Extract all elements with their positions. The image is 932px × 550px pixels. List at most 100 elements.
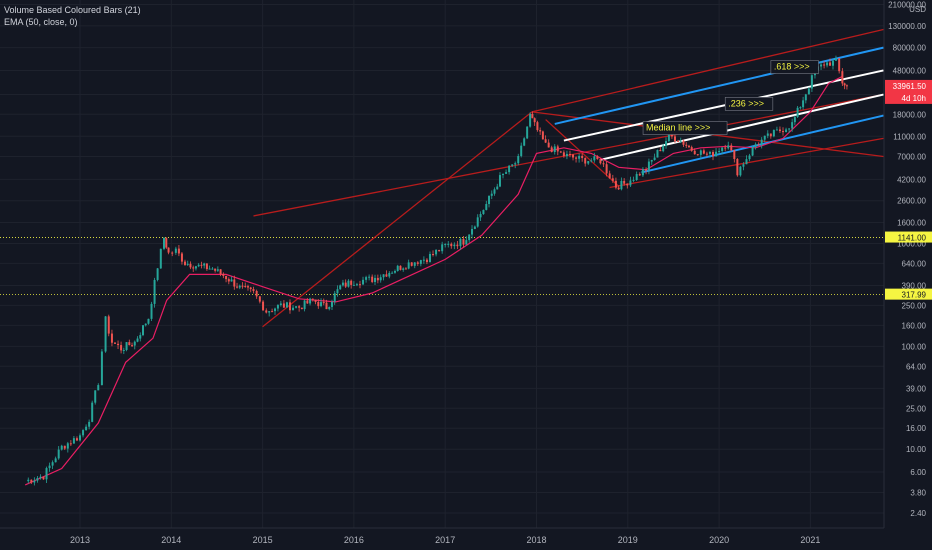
trend-line[interactable] — [531, 28, 884, 113]
candle-body — [502, 173, 505, 176]
candle-body — [33, 480, 36, 483]
candle-body — [88, 421, 91, 427]
price-badges: 1141.00 317.99 33961.50 4d 10h — [885, 79, 932, 300]
candle-body — [144, 323, 147, 326]
annotation-text[interactable]: .236 >>> — [728, 98, 764, 108]
candle-body — [508, 165, 511, 173]
candle-body — [225, 275, 228, 280]
level-price-badge — [885, 288, 932, 300]
candle-body — [317, 301, 320, 307]
candle-body — [702, 150, 705, 154]
trend-line[interactable] — [253, 93, 884, 217]
candle-body — [339, 285, 342, 290]
candle-body — [110, 333, 113, 343]
candle-body — [385, 274, 388, 277]
candle-body — [829, 62, 832, 66]
candle-body — [556, 146, 559, 152]
annotation-box[interactable] — [770, 60, 819, 74]
price-tick-label: 2.40 — [910, 509, 926, 518]
candle-body — [559, 151, 562, 153]
trend-line[interactable] — [554, 46, 884, 125]
badge-price-text: 33961.50 — [893, 82, 927, 91]
price-axis[interactable]: USD 2.40 3.80 6.00 10.00 16.00 25.00 39.00 64.00… — [888, 1, 926, 519]
candle-body — [673, 136, 676, 142]
candle-body — [473, 226, 476, 229]
trend-line[interactable] — [600, 93, 884, 161]
candle-body — [578, 155, 581, 159]
candle-body — [413, 262, 416, 266]
candle-body — [742, 164, 745, 167]
candle-body — [793, 117, 796, 123]
candle-body — [150, 303, 153, 319]
candle-body — [352, 284, 355, 286]
candle-body — [498, 175, 501, 187]
candle-body — [435, 250, 438, 255]
candle-body — [599, 159, 602, 164]
candle-body — [42, 476, 45, 480]
candle-body — [754, 144, 757, 147]
candle-body — [782, 131, 785, 133]
candle-body — [147, 318, 150, 324]
candle-body — [526, 126, 529, 139]
price-tick-label: 18000.00 — [893, 110, 927, 119]
candle-body — [27, 479, 30, 482]
volume-bars-indicator[interactable]: Volume Based Coloured Bars (21) — [4, 5, 141, 15]
candle-body — [336, 289, 339, 294]
level-price-badge — [885, 231, 932, 243]
candle-body — [650, 159, 653, 162]
candle-body — [718, 151, 721, 153]
candle-body — [617, 187, 620, 190]
candle-body — [605, 164, 608, 174]
candle-body — [174, 248, 177, 253]
candle-body — [325, 302, 328, 310]
time-axis-bg[interactable] — [0, 528, 932, 550]
candle-body — [368, 276, 371, 278]
candle-body — [295, 306, 298, 308]
candle-body — [656, 149, 659, 158]
candle-body — [712, 152, 715, 157]
candle-body — [748, 155, 751, 160]
candle-body — [785, 129, 788, 133]
candle-body — [48, 465, 51, 469]
ema-line — [24, 75, 843, 486]
price-tick-label: 1600.00 — [897, 218, 926, 227]
trend-line[interactable] — [262, 111, 533, 328]
annotation-box[interactable] — [642, 121, 728, 135]
candle-body — [262, 301, 265, 311]
candle-body — [596, 156, 599, 160]
time-axis[interactable]: 2013 2014 2015 2016 2017 2018 2019 2020 2021 — [70, 535, 820, 545]
candle-body — [721, 147, 724, 152]
candle-body — [553, 146, 556, 152]
price-tick-label: 64.00 — [906, 362, 927, 371]
candle-body — [653, 157, 656, 160]
candle-body — [330, 301, 333, 307]
candle-body — [550, 147, 553, 152]
candle-body — [757, 144, 760, 146]
candle-body — [107, 316, 110, 334]
candle-body — [547, 142, 550, 148]
annotation-box[interactable] — [724, 97, 774, 111]
candle-body — [371, 276, 374, 282]
annotation-text[interactable]: Median line >>> — [646, 123, 710, 133]
candle-body — [635, 174, 638, 180]
candle-body — [258, 296, 261, 302]
candle-body — [236, 286, 239, 288]
annotations[interactable]: Median line >>> .236 >>> .618 >>> — [642, 60, 819, 135]
ema-indicator[interactable]: EMA (50, close, 0) — [4, 17, 78, 27]
candle-body — [350, 280, 353, 285]
candle-body — [311, 298, 314, 300]
price-tick-label: 10.00 — [906, 445, 927, 454]
candle-body — [802, 100, 805, 108]
candle-body — [685, 144, 688, 146]
candle-body — [496, 186, 499, 190]
candle-body — [581, 155, 584, 159]
price-tick-label: 2600.00 — [897, 197, 926, 206]
candle-body — [459, 238, 462, 247]
candle-body — [641, 169, 644, 176]
candle-body — [298, 306, 301, 308]
candle-body — [45, 468, 48, 480]
annotation-text[interactable]: .618 >>> — [774, 62, 810, 72]
candle-body — [841, 71, 844, 84]
